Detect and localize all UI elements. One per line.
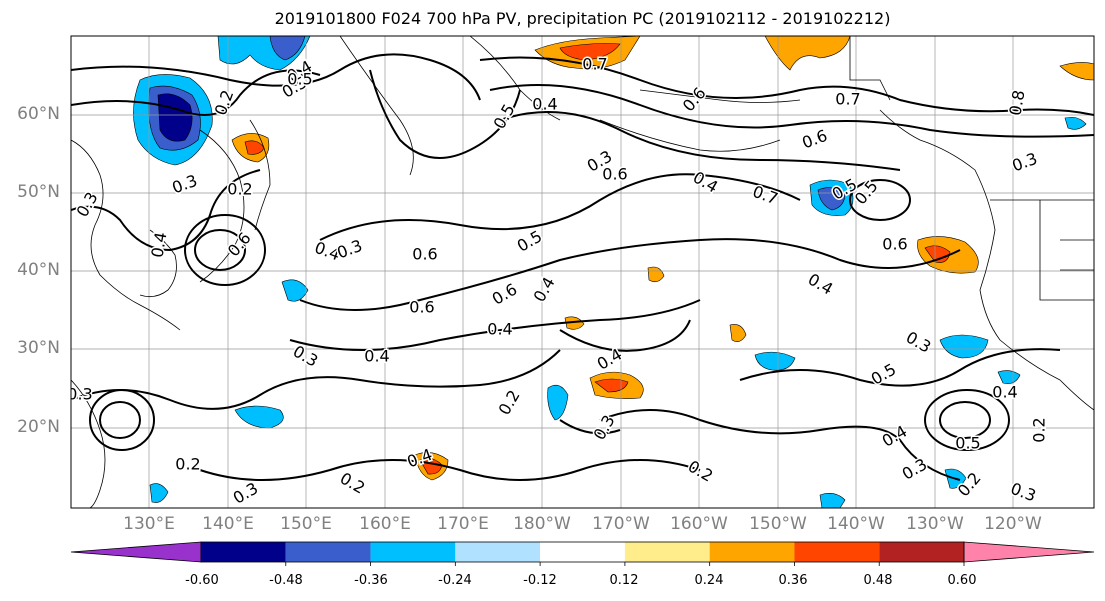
colorbar-swatch [794,542,880,562]
colorbar-label: -0.12 [523,573,557,588]
lon-label-150w: 150°W [749,514,807,534]
contour-label: 0.7 [582,55,607,74]
colorbar-swatch [285,542,371,562]
lon-label-140w: 140°W [827,514,885,534]
lat-label-30: 30°N [17,338,60,358]
colorbar-label: -0.60 [185,573,219,588]
lat-label-20: 20°N [17,417,60,437]
lon-label-180w: 180°W [513,514,571,534]
colorbar-label: -0.48 [269,573,303,588]
colorbar-label: 0.60 [947,573,977,588]
lon-label-170e: 170°E [437,514,489,534]
contour-label: 0.5 [955,434,980,453]
lon-label-130w: 130°W [906,514,964,534]
colorbar-swatch [201,542,286,562]
contour-label: 0.6 [409,298,434,317]
contour-label: 0.3 [67,385,92,404]
colorbar-extend-high [963,541,1095,563]
contour-label: 0.4 [364,347,389,366]
lat-label-60: 60°N [17,104,60,124]
lat-lon-grid [71,36,1094,508]
colorbar-label: 0.48 [863,573,893,588]
colorbar-extend-low [70,541,202,563]
contour-label: 0.5 [287,70,312,89]
lat-label-40: 40°N [17,260,60,280]
colorbar-label: 0.36 [778,573,808,588]
lon-label-130e: 130°E [123,514,175,534]
precipitation-shading [133,36,1094,508]
colorbar-frame [200,541,965,563]
lon-label-170w: 170°W [592,514,650,534]
colorbar-swatch [540,542,625,562]
contour-label: 0.2 [1030,417,1049,442]
lon-label-160w: 160°W [670,514,728,534]
political-borders [849,36,1094,301]
colorbar-label: 0.12 [609,573,639,588]
lon-label-160e: 160°E [359,514,411,534]
contour-label: 0.6 [602,165,627,184]
colorbar-label: 0.24 [694,573,724,588]
map-area: 0.40.50.60.70.30.20.40.60.50.40.30.60.40… [67,36,1094,508]
lon-label-150e: 150°E [280,514,332,534]
map-frame [70,35,1095,509]
colorbar-swatch [879,542,964,562]
colorbar-label: -0.24 [438,573,472,588]
colorbar-label: -0.36 [354,573,388,588]
contour-label: 0.2 [227,180,252,199]
lon-label-120w: 120°W [984,514,1042,534]
contour-label: 0.4 [532,95,557,114]
lon-label-140e: 140°E [202,514,254,534]
colorbar-swatch [624,542,710,562]
colorbar [70,541,1095,566]
contour-label: 0.6 [412,245,437,264]
colorbar-swatch [709,542,795,562]
contour-label: 0.4 [992,383,1017,402]
contour-label: 0.4 [487,320,512,339]
contour-label: 0.6 [882,235,907,254]
figure-title: 2019101800 F024 700 hPa PV, precipitatio… [274,9,891,28]
contour-label: 0.2 [175,455,200,474]
colorbar-swatch [455,542,541,562]
pv-contours [71,53,1094,481]
contour-label: 0.7 [835,90,860,109]
colorbar-swatch [370,542,456,562]
lat-label-50: 50°N [17,182,60,202]
